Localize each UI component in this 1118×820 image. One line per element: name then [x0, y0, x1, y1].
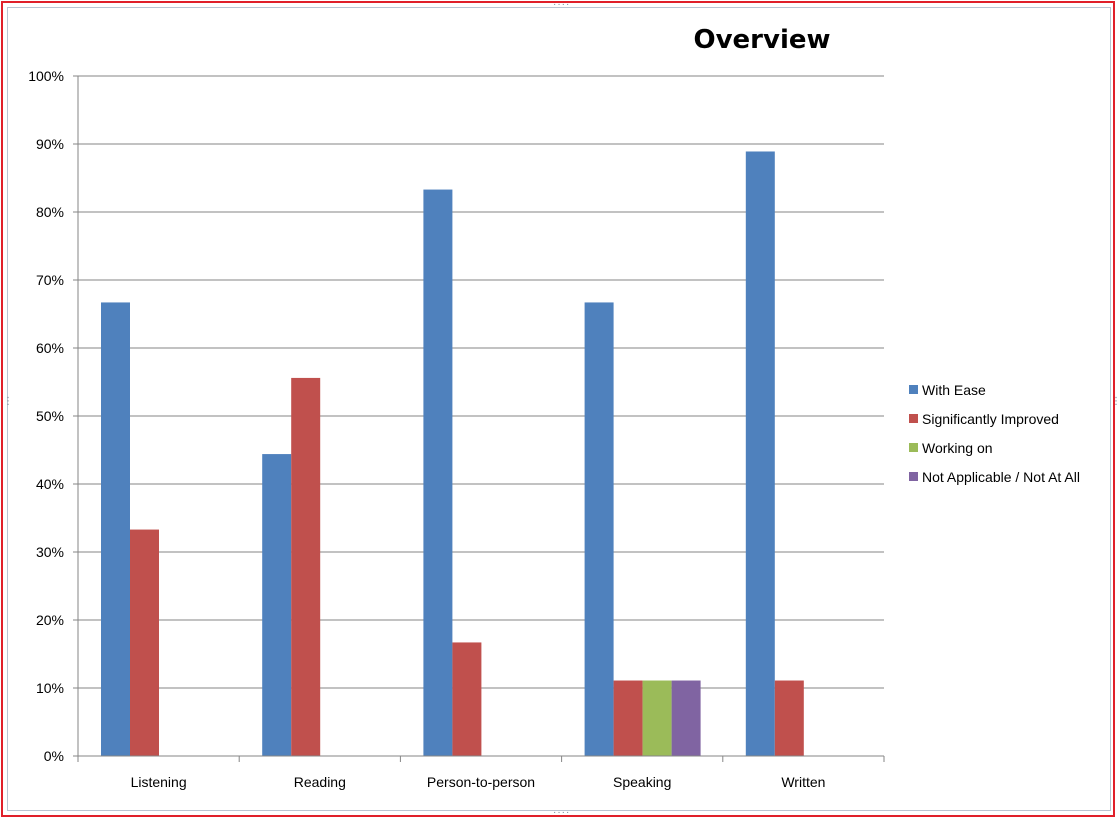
axes — [77, 76, 885, 762]
legend-entry: Significantly Improved — [922, 411, 1059, 427]
chart-area-border[interactable] — [7, 7, 1111, 811]
bars — [101, 151, 804, 757]
legend-swatch — [909, 472, 918, 481]
resize-handle-top[interactable]: ···· — [553, 0, 571, 10]
bar — [613, 680, 643, 756]
x-axis-categories: Listening Reading Person-to-person Speaking… — [131, 774, 826, 790]
legend-swatch — [909, 385, 918, 394]
x-category-label: Written — [781, 774, 825, 790]
resize-handle-bottom[interactable]: ···· — [553, 807, 571, 818]
chart-title: Overview — [693, 25, 830, 55]
y-tick-label: 60% — [36, 340, 64, 356]
y-tick-label: 20% — [36, 612, 64, 628]
x-category-label: Reading — [294, 774, 346, 790]
y-tick-label: 70% — [36, 272, 64, 288]
x-category-label: Speaking — [613, 774, 671, 790]
bar — [642, 680, 672, 756]
bar — [101, 302, 130, 756]
x-category-label: Listening — [131, 774, 187, 790]
y-tick-label: 50% — [36, 408, 64, 424]
legend-swatch — [909, 414, 918, 423]
bar — [291, 377, 321, 756]
bar — [745, 151, 775, 757]
bar — [423, 189, 453, 756]
bar — [130, 529, 159, 756]
bar — [584, 302, 614, 756]
bar — [671, 680, 701, 756]
legend-entry: Working on — [922, 440, 993, 456]
legend-swatch — [909, 443, 918, 452]
bar — [262, 454, 292, 756]
x-category-label: Person-to-person — [427, 774, 535, 790]
y-tick-label: 80% — [36, 204, 64, 220]
y-tick-label: 100% — [28, 68, 64, 84]
legend-entry: With Ease — [922, 382, 986, 398]
y-tick-label: 40% — [36, 476, 64, 492]
y-tick-label: 10% — [36, 680, 64, 696]
y-tick-label: 0% — [44, 748, 64, 764]
legend: With Ease Significantly Improved Working o… — [909, 382, 1080, 485]
resize-handle-right[interactable]: ⋮ — [1111, 396, 1118, 407]
legend-entry: Not Applicable / Not At All — [922, 469, 1080, 485]
y-tick-label: 30% — [36, 544, 64, 560]
bar — [774, 680, 804, 756]
bar — [452, 642, 482, 756]
y-axis-ticks: 0% 10% 20% 30% 40% 50% 60% 70% 80% 90% 100% — [28, 68, 64, 764]
y-tick-label: 90% — [36, 136, 64, 152]
